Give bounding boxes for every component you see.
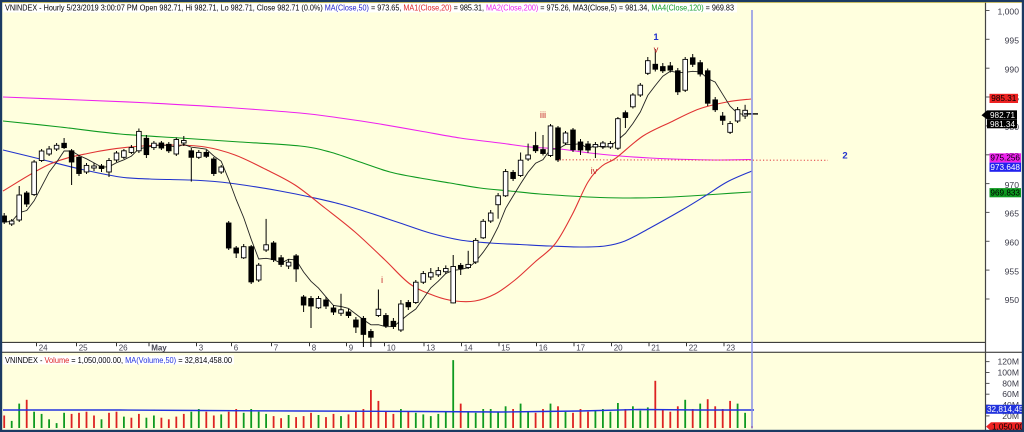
svg-text:6: 6 — [234, 343, 239, 352]
svg-text:20M: 20M — [1002, 411, 1019, 421]
svg-text:May: May — [151, 343, 167, 352]
svg-text:20: 20 — [614, 343, 623, 352]
svg-text:23: 23 — [726, 343, 735, 352]
svg-text:9: 9 — [349, 343, 354, 352]
svg-text:3: 3 — [199, 343, 204, 352]
svg-text:22: 22 — [689, 343, 698, 352]
svg-text:970: 970 — [1005, 180, 1020, 190]
svg-text:995: 995 — [1005, 36, 1020, 46]
svg-text:13: 13 — [426, 343, 435, 352]
svg-text:985.31: 985.31 — [991, 94, 1016, 103]
svg-text:60M: 60M — [1002, 389, 1019, 399]
svg-text:981.34: 981.34 — [990, 120, 1015, 129]
svg-text:969.833: 969.833 — [990, 188, 1020, 197]
svg-text:8: 8 — [312, 343, 317, 352]
svg-text:10: 10 — [387, 343, 396, 352]
svg-text:80M: 80M — [1002, 378, 1019, 388]
svg-text:950: 950 — [1005, 295, 1020, 305]
svg-text:1,050,00: 1,050,00 — [992, 423, 1024, 432]
svg-text:15: 15 — [501, 343, 510, 352]
svg-text:v: v — [654, 45, 659, 56]
svg-text:17: 17 — [576, 343, 585, 352]
svg-text:iii: iii — [540, 110, 546, 121]
svg-text:14: 14 — [464, 343, 473, 352]
svg-text:955: 955 — [1005, 266, 1020, 276]
svg-text:24: 24 — [39, 343, 48, 352]
svg-text:25: 25 — [79, 343, 88, 352]
svg-text:1: 1 — [653, 32, 659, 43]
svg-text:26: 26 — [119, 343, 128, 352]
svg-text:2: 2 — [842, 151, 847, 162]
svg-text:1,000: 1,000 — [997, 7, 1019, 17]
svg-text:973.648: 973.648 — [990, 163, 1020, 172]
svg-text:960: 960 — [1005, 238, 1020, 248]
svg-text:965: 965 — [1005, 209, 1020, 219]
svg-text:i: i — [381, 275, 383, 286]
svg-text:32,814,45: 32,814,45 — [987, 405, 1024, 414]
svg-text:120M: 120M — [998, 357, 1020, 367]
svg-text:iv: iv — [591, 166, 598, 177]
svg-text:975.256: 975.256 — [990, 154, 1020, 163]
svg-text:21: 21 — [651, 343, 660, 352]
svg-text:VNINDEX - Volume = 1,050,000.0: VNINDEX - Volume = 1,050,000.00, MA(Volu… — [5, 356, 233, 365]
svg-text:990: 990 — [1005, 64, 1020, 74]
svg-text:982.71: 982.71 — [990, 111, 1015, 120]
svg-text:100M: 100M — [998, 368, 1020, 378]
svg-text:7: 7 — [274, 343, 279, 352]
svg-text:VNINDEX - Hourly 5/23/2019 3:0: VNINDEX - Hourly 5/23/2019 3:00:07 PM Op… — [5, 4, 734, 13]
svg-text:16: 16 — [539, 343, 548, 352]
